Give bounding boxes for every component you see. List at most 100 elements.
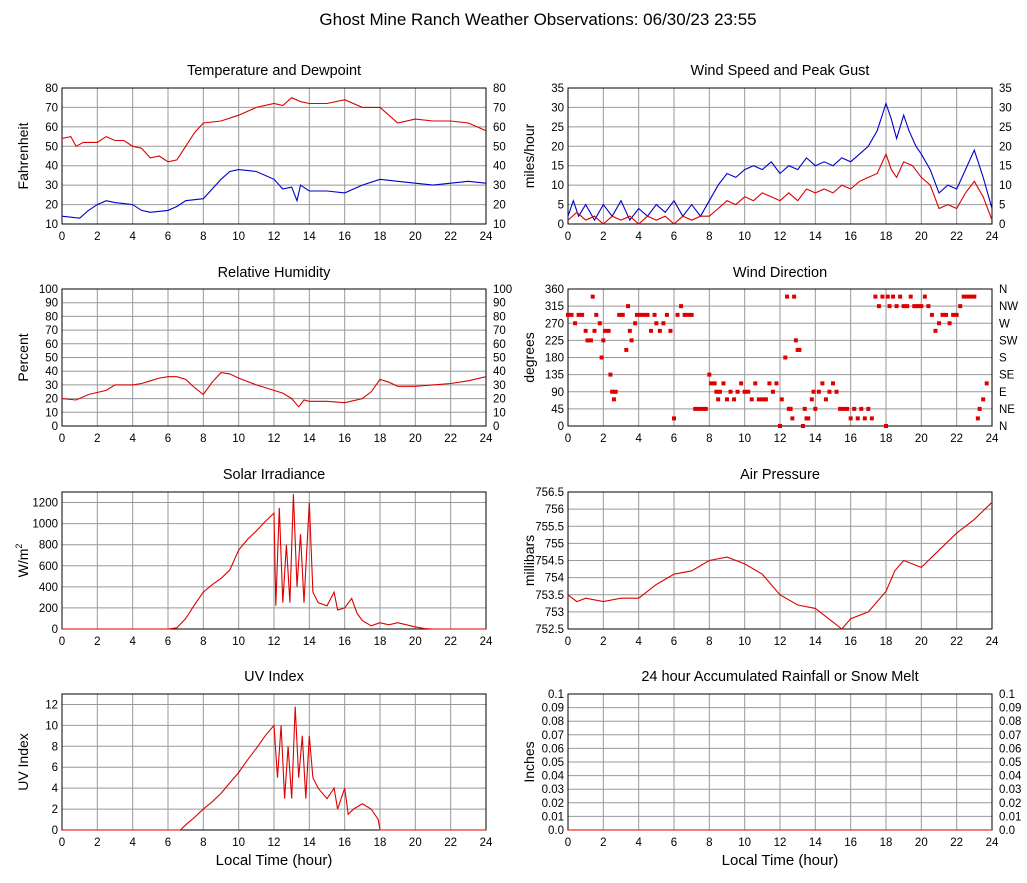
x-tick-label: 14 bbox=[809, 231, 822, 243]
x-tick-label: 10 bbox=[738, 636, 751, 648]
data-point bbox=[908, 294, 913, 299]
y-tick-label: 30 bbox=[45, 180, 58, 192]
data-point bbox=[668, 328, 673, 333]
x-tick-label: 6 bbox=[671, 231, 677, 243]
data-point bbox=[929, 312, 934, 317]
series-line bbox=[61, 372, 487, 408]
right-axis-label: NE bbox=[999, 404, 1015, 416]
data-point bbox=[834, 389, 839, 394]
data-point bbox=[638, 312, 643, 317]
right-tick-label: 40 bbox=[493, 366, 506, 378]
x-tick-label: 20 bbox=[915, 433, 928, 445]
data-point bbox=[954, 312, 959, 317]
right-tick-label: 70 bbox=[493, 102, 506, 114]
data-point bbox=[749, 397, 754, 402]
x-tick-label: 8 bbox=[200, 231, 206, 243]
x-tick-label: 16 bbox=[338, 433, 351, 445]
right-tick-label: 0.01 bbox=[999, 811, 1021, 823]
data-point bbox=[876, 304, 881, 309]
x-tick-label: 10 bbox=[232, 636, 245, 648]
data-point bbox=[686, 312, 691, 317]
y-axis-label-text: miles/hour bbox=[521, 123, 537, 188]
x-tick-label: 20 bbox=[915, 837, 928, 849]
x-tick-label: 12 bbox=[268, 433, 281, 445]
data-point bbox=[617, 312, 622, 317]
y-axis-label-text: UV Index bbox=[15, 733, 31, 791]
data-point bbox=[682, 312, 687, 317]
right-tick-label: 0.02 bbox=[999, 798, 1021, 810]
data-point bbox=[785, 294, 790, 299]
x-tick-label: 4 bbox=[129, 636, 136, 648]
data-point bbox=[664, 312, 669, 317]
data-point bbox=[576, 312, 581, 317]
x-tick-label: 22 bbox=[444, 231, 457, 243]
data-point bbox=[725, 397, 729, 402]
y-tick-label: 135 bbox=[545, 370, 564, 382]
y-tick-label: 0.04 bbox=[542, 771, 565, 783]
x-tick-label: 8 bbox=[200, 837, 206, 849]
data-point bbox=[774, 381, 779, 386]
data-point bbox=[613, 389, 618, 394]
x-axis-label: Local Time (hour) bbox=[216, 852, 333, 869]
data-point bbox=[790, 416, 795, 421]
data-point bbox=[716, 397, 721, 402]
data-point bbox=[767, 381, 772, 386]
x-tick-label: 12 bbox=[268, 231, 281, 243]
right-tick-label: 0.03 bbox=[999, 784, 1021, 796]
data-point bbox=[809, 397, 814, 402]
x-tick-label: 6 bbox=[165, 636, 171, 648]
y-tick-label: 25 bbox=[551, 122, 564, 134]
series-line bbox=[62, 706, 486, 831]
y-tick-label: 30 bbox=[551, 102, 564, 114]
data-point bbox=[675, 312, 680, 317]
series-line bbox=[62, 494, 486, 630]
series-line bbox=[61, 97, 487, 163]
data-point bbox=[703, 406, 708, 411]
x-tick-label: 14 bbox=[303, 433, 316, 445]
series-line bbox=[567, 152, 993, 225]
x-tick-label: 10 bbox=[738, 837, 751, 849]
data-point bbox=[806, 416, 811, 421]
data-point bbox=[770, 389, 775, 394]
y-tick-label: 20 bbox=[551, 141, 564, 153]
x-tick-label: 10 bbox=[738, 231, 751, 243]
y-tick-label: 90 bbox=[45, 298, 58, 310]
x-tick-label: 24 bbox=[986, 837, 999, 849]
y-tick-label: 1200 bbox=[32, 498, 58, 510]
right-tick-label: 0.05 bbox=[999, 757, 1021, 769]
data-point bbox=[779, 397, 784, 402]
data-point bbox=[620, 312, 625, 317]
data-point bbox=[672, 416, 676, 421]
y-tick-label: 60 bbox=[45, 122, 58, 134]
y-tick-label: 2 bbox=[52, 804, 58, 816]
y-tick-label: 0.1 bbox=[548, 689, 564, 701]
chart-title: Relative Humidity bbox=[218, 265, 332, 281]
y-tick-label: 10 bbox=[45, 407, 58, 419]
y-axis-label: degrees bbox=[521, 332, 537, 383]
chart-title: UV Index bbox=[244, 669, 304, 685]
x-tick-label: 4 bbox=[635, 231, 642, 243]
right-tick-label: 10 bbox=[493, 407, 506, 419]
data-point bbox=[583, 328, 588, 333]
right-axis-label: SE bbox=[999, 370, 1015, 382]
data-point bbox=[654, 321, 659, 326]
data-point bbox=[951, 312, 956, 317]
data-point bbox=[634, 312, 639, 317]
data-point bbox=[693, 406, 698, 411]
data-point bbox=[714, 389, 719, 394]
x-tick-label: 14 bbox=[809, 837, 822, 849]
y-tick-label: 0.08 bbox=[542, 716, 564, 728]
y-tick-label: 0.02 bbox=[542, 798, 564, 810]
data-point bbox=[894, 304, 899, 309]
right-tick-label: 0.09 bbox=[999, 703, 1021, 715]
y-tick-label: 225 bbox=[545, 335, 564, 347]
data-point bbox=[880, 294, 885, 299]
x-tick-label: 12 bbox=[774, 433, 787, 445]
x-tick-label: 2 bbox=[600, 837, 606, 849]
data-point bbox=[641, 312, 646, 317]
data-point bbox=[811, 389, 816, 394]
